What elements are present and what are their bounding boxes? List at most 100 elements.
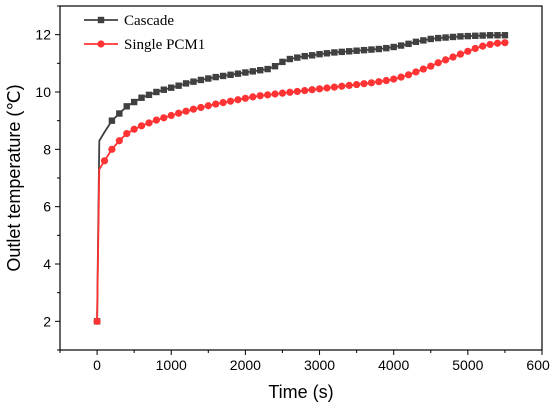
data-point	[116, 110, 123, 117]
data-point	[331, 49, 338, 56]
data-point	[93, 317, 101, 325]
x-tick-label: 5000	[452, 357, 483, 373]
data-point	[123, 129, 131, 138]
data-point	[175, 82, 182, 89]
data-point	[316, 50, 323, 58]
data-point	[494, 32, 501, 39]
y-tick-label: 8	[43, 141, 51, 157]
data-point	[190, 78, 197, 85]
data-point	[367, 79, 376, 87]
data-point	[501, 39, 509, 47]
data-point	[130, 98, 138, 106]
data-point	[249, 93, 257, 101]
data-point	[427, 35, 434, 43]
data-point	[197, 103, 205, 112]
data-point	[338, 48, 345, 56]
data-point	[486, 32, 494, 39]
data-point	[138, 94, 145, 101]
data-point	[241, 94, 249, 102]
data-point	[271, 63, 279, 70]
legend-swatch-marker	[97, 16, 105, 24]
data-point	[145, 119, 153, 127]
data-point	[427, 62, 435, 70]
data-point	[420, 37, 427, 44]
data-point	[346, 48, 353, 55]
data-point	[249, 68, 256, 75]
data-point	[323, 84, 331, 92]
data-point	[145, 91, 153, 99]
data-point	[449, 33, 457, 41]
data-point	[323, 50, 331, 57]
data-point	[397, 73, 405, 81]
data-point	[212, 100, 220, 108]
data-point	[375, 78, 383, 86]
data-point	[108, 145, 116, 153]
series-1	[93, 32, 509, 325]
legend-swatch-marker	[97, 40, 105, 48]
data-point	[279, 58, 286, 66]
data-point	[100, 157, 109, 165]
data-point	[345, 81, 353, 90]
data-point	[301, 52, 308, 60]
data-point	[390, 43, 397, 51]
data-point	[257, 67, 264, 74]
data-point	[153, 88, 160, 96]
data-point	[271, 90, 279, 98]
data-point	[457, 33, 464, 40]
data-point	[442, 34, 449, 41]
series-layer	[93, 32, 509, 325]
data-point	[434, 59, 442, 67]
data-point	[360, 80, 368, 88]
legend-label: Single PCM1	[124, 37, 205, 53]
data-point	[360, 46, 368, 54]
data-point	[464, 47, 472, 55]
y-tick-label: 12	[35, 27, 51, 43]
x-tick-label: 2000	[230, 357, 261, 373]
data-point	[412, 68, 420, 76]
data-point	[256, 92, 264, 100]
data-point	[219, 72, 227, 80]
data-point	[301, 86, 309, 95]
x-axis-title: Time (s)	[268, 382, 333, 402]
data-point	[152, 116, 160, 124]
series-line	[96, 41, 505, 322]
x-tick-label: 3000	[304, 357, 335, 373]
y-tick-label: 2	[43, 313, 51, 329]
data-point	[479, 42, 487, 50]
data-point	[471, 44, 479, 53]
data-point	[308, 86, 316, 94]
series-line	[96, 34, 505, 322]
data-point	[434, 34, 442, 42]
data-point	[204, 102, 212, 110]
data-point	[501, 32, 509, 39]
data-point	[137, 122, 146, 130]
data-point	[219, 99, 227, 107]
x-tick-label: 1000	[156, 357, 187, 373]
data-point	[397, 42, 405, 49]
data-point	[264, 65, 271, 73]
data-point	[294, 54, 301, 61]
data-point	[242, 69, 249, 76]
data-point	[264, 91, 272, 99]
series-2	[93, 39, 509, 325]
data-point	[227, 71, 234, 78]
data-point	[449, 53, 457, 61]
data-point	[338, 82, 346, 90]
data-point	[383, 44, 390, 52]
data-point	[368, 46, 375, 53]
data-point	[404, 71, 413, 79]
data-point	[168, 84, 175, 91]
legend-item-1: Cascade	[84, 13, 174, 29]
y-tick-label: 10	[35, 84, 51, 100]
x-tick-label: 4000	[378, 357, 409, 373]
data-point	[182, 107, 190, 115]
data-point	[456, 50, 465, 58]
data-point	[382, 76, 390, 85]
x-tick-label: 0	[93, 357, 101, 373]
y-axis-title: Outlet temperature (℃)	[4, 84, 24, 271]
x-tick-label: 6000	[526, 357, 550, 373]
data-point	[189, 105, 198, 113]
data-point	[330, 83, 338, 91]
data-point	[479, 32, 486, 39]
